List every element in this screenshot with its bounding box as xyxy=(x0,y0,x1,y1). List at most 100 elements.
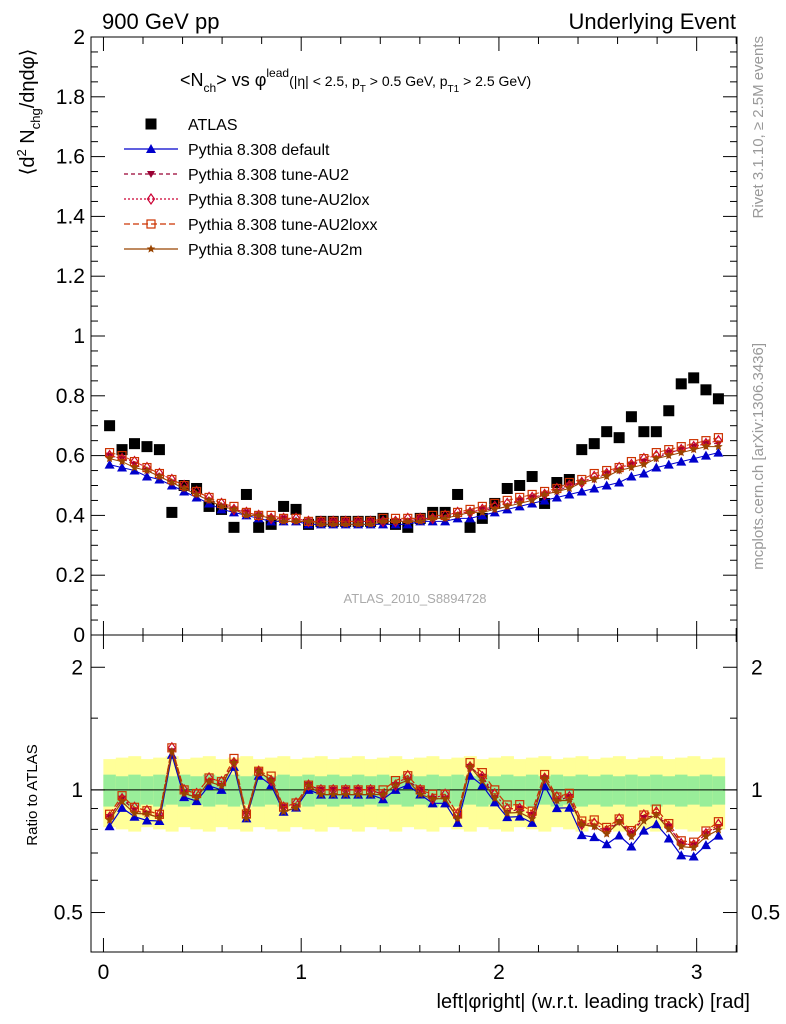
legend-marker xyxy=(146,192,156,206)
main-data-point xyxy=(166,506,178,518)
ratio-data-point xyxy=(105,811,114,824)
ratio-data-point xyxy=(415,790,425,799)
main-data-point xyxy=(490,504,500,514)
main-data-point xyxy=(142,466,152,475)
main-data-point xyxy=(565,484,574,493)
main-data-point xyxy=(254,509,263,522)
main-data-point xyxy=(590,475,599,484)
main-data-point xyxy=(701,442,711,451)
x-tick-label: 0 xyxy=(98,961,110,984)
main-data-point xyxy=(105,454,114,463)
main-data-point xyxy=(712,393,724,405)
ratio-inner-band xyxy=(240,776,254,805)
ratio-inner-band xyxy=(128,774,142,807)
main-data-point xyxy=(701,437,711,450)
main-data-point xyxy=(378,516,388,525)
ratio-inner-band xyxy=(501,774,514,807)
ratio-inner-band xyxy=(675,774,688,807)
main-data-point xyxy=(527,491,537,504)
ratio-data-point xyxy=(626,841,637,851)
main-data-point xyxy=(526,471,538,483)
main-y-tick-label: 0.6 xyxy=(56,445,85,468)
ratio-data-point xyxy=(577,818,587,831)
main-data-point xyxy=(689,445,698,454)
main-data-point xyxy=(141,471,152,481)
main-series-line xyxy=(109,446,719,525)
main-y-axis: 0 0.2 0.4 0.6 0.8 1 1.2 1.4 1.6 1.8 2 xyxy=(56,26,737,647)
mcplots-reference: mcplots.cern.ch [arXiv:1306.3436] xyxy=(750,343,767,570)
main-data-point xyxy=(290,503,302,515)
ratio-data-point xyxy=(714,825,723,834)
ratio-data-point xyxy=(490,793,500,802)
main-data-point xyxy=(204,491,214,504)
main-y-tick-label: 0.8 xyxy=(56,385,85,408)
main-y-tick-label: 0.2 xyxy=(56,564,85,587)
main-data-point xyxy=(153,444,165,456)
rivet-version: Rivet 3.1.10, ≥ 2.5M events xyxy=(750,36,767,219)
main-series-line xyxy=(109,440,719,522)
main-data-point xyxy=(117,462,128,472)
ratio-data-point xyxy=(664,824,674,833)
ratio-data-point xyxy=(503,808,512,817)
ratio-y-label: Ratio to ATLAS xyxy=(24,744,41,845)
ratio-data-point xyxy=(291,803,301,812)
ratio-inner-band xyxy=(165,776,179,805)
main-data-point xyxy=(590,470,599,483)
ratio-data-point xyxy=(701,832,711,841)
ratio-inner-band xyxy=(600,774,614,807)
ratio-inner-band xyxy=(588,776,601,805)
main-data-point xyxy=(664,451,674,460)
ratio-data-point xyxy=(378,790,388,799)
ratio-inner-band xyxy=(451,774,465,807)
ratio-data-point xyxy=(639,816,649,825)
main-data-point xyxy=(577,478,587,487)
ratio-data-point xyxy=(428,794,437,803)
main-data-point xyxy=(688,453,699,463)
main-data-point xyxy=(278,500,290,512)
ratio-data-point xyxy=(565,795,574,804)
main-y-tick-label: 2 xyxy=(73,26,85,49)
ratio-data-point xyxy=(700,840,711,850)
main-data-point xyxy=(527,495,537,505)
main-data-point xyxy=(602,467,611,480)
main-data-point xyxy=(142,461,152,474)
main-data-point xyxy=(551,492,562,502)
main-data-point xyxy=(490,500,500,513)
ratio-data-point xyxy=(552,796,562,805)
ratio-data-point xyxy=(677,842,686,851)
ratio-data-point xyxy=(341,790,350,799)
main-data-point xyxy=(677,448,686,457)
ratio-data-point xyxy=(304,780,313,789)
main-data-point xyxy=(304,515,313,528)
ratio-data-point xyxy=(105,815,114,824)
ratio-data-point xyxy=(130,809,139,818)
ratio-data-point xyxy=(527,817,538,827)
ratio-data-point xyxy=(129,811,140,821)
main-data-point xyxy=(601,426,613,438)
ratio-data-point xyxy=(440,794,450,803)
ratio-data-point xyxy=(353,790,363,799)
ratio-data-point xyxy=(155,813,164,822)
main-data-point xyxy=(391,515,400,528)
main-data-point xyxy=(464,521,476,533)
ratio-data-point xyxy=(601,839,612,849)
ratio-data-point xyxy=(614,830,625,840)
ratio-data-point xyxy=(217,781,226,790)
ratio-data-point xyxy=(527,814,537,823)
main-data-point xyxy=(502,497,512,510)
ratio-data-point xyxy=(440,798,451,808)
main-data-point xyxy=(116,444,128,456)
main-data-point xyxy=(688,372,700,384)
ratio-data-point xyxy=(477,780,488,790)
ratio-data-point xyxy=(701,827,711,840)
ratio-data-point xyxy=(590,822,599,831)
legend-marker xyxy=(145,118,157,130)
ratio-data-point xyxy=(402,780,413,790)
ratio-data-point xyxy=(614,817,624,826)
ratio-data-point xyxy=(391,779,400,792)
ratio-data-point xyxy=(428,792,437,805)
main-data-point xyxy=(192,490,201,499)
ratio-inner-band xyxy=(650,774,664,807)
ratio-data-point xyxy=(254,766,263,775)
legend-label: ATLAS xyxy=(188,117,238,134)
